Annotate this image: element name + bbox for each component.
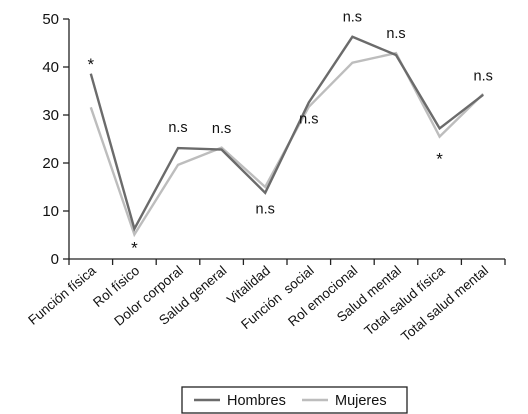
legend-label-hombres: Hombres	[227, 393, 286, 409]
y-tick-label: 0	[51, 251, 59, 268]
y-tick-label: 10	[42, 203, 59, 220]
series-lines	[89, 35, 485, 238]
y-axis: 0 10 20 30 40 50	[42, 11, 70, 268]
legend: Hombres Mujeres	[181, 386, 408, 414]
series-line-mujeres	[89, 51, 485, 238]
x-category-label: Función física	[25, 262, 99, 327]
significance-ns: n.s	[299, 112, 318, 128]
significance-ns: n.s	[386, 26, 405, 42]
significance-star: *	[436, 149, 443, 168]
legend-label-mujeres: Mujeres	[335, 393, 387, 409]
significance-ns: n.s	[474, 68, 493, 84]
significance-annotations: * * n.s n.s n.s n.s n.s n.s * n.s	[87, 9, 492, 257]
significance-ns: n.s	[256, 201, 275, 217]
significance-ns: n.s	[212, 121, 231, 137]
significance-star: *	[87, 55, 94, 74]
significance-ns: n.s	[343, 9, 362, 25]
y-tick-label: 50	[42, 11, 59, 28]
y-tick-label: 20	[42, 155, 59, 172]
y-tick-label: 30	[42, 107, 59, 124]
significance-ns: n.s	[168, 120, 187, 136]
y-tick-label: 40	[42, 59, 59, 76]
series-line-hombres	[89, 35, 484, 232]
significance-star: *	[131, 239, 138, 258]
